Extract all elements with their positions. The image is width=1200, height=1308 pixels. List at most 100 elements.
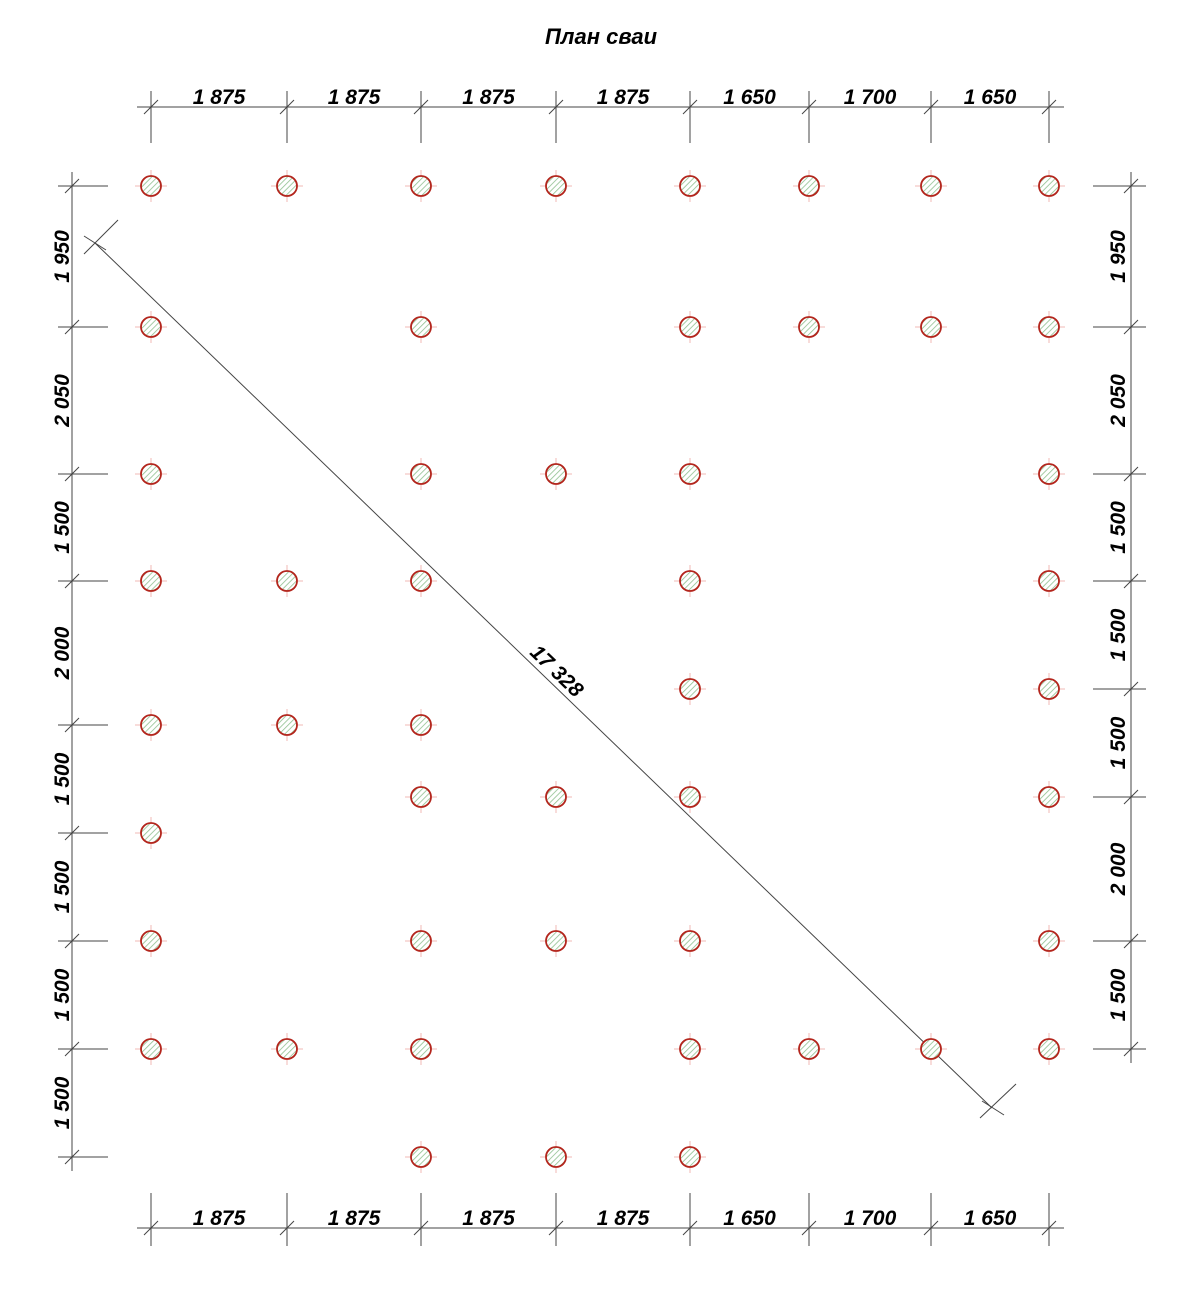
pile	[135, 311, 167, 343]
pile-circle	[1038, 678, 1060, 700]
right-tick	[1123, 1041, 1139, 1057]
right-tick	[1123, 319, 1139, 335]
left-dimension-label: 1 500	[51, 752, 74, 805]
pile	[793, 1033, 825, 1065]
pile	[135, 709, 167, 741]
pile-circle	[276, 1038, 298, 1060]
diagonal-tick-start-2	[83, 235, 107, 251]
right-tick	[1123, 573, 1139, 589]
pile	[1033, 925, 1065, 957]
pile	[540, 781, 572, 813]
pile	[674, 673, 706, 705]
bottom-dimension-label: 1 875	[328, 1207, 381, 1230]
left-dimension-label: 1 500	[51, 1076, 74, 1129]
pile-circle	[140, 1038, 162, 1060]
diagonal-tick-end	[979, 1083, 1017, 1119]
pile	[405, 781, 437, 813]
pile-circle	[920, 175, 942, 197]
diagonal-line	[94, 242, 993, 1109]
pile-circle	[410, 786, 432, 808]
left-tick	[64, 717, 80, 733]
pile-circle	[276, 570, 298, 592]
pile	[674, 170, 706, 202]
pile	[135, 817, 167, 849]
top-dimension-label: 1 875	[193, 86, 246, 109]
pile	[1033, 170, 1065, 202]
pile	[674, 458, 706, 490]
pile-circle	[798, 175, 820, 197]
top-tick	[923, 99, 939, 115]
pile-circle	[679, 316, 701, 338]
pile	[674, 1033, 706, 1065]
left-dimension-chain: 1 950 2 050 1 500 2 000 1 500 1 500 1 500 1 500	[51, 172, 108, 1171]
pile	[674, 925, 706, 957]
left-tick	[64, 573, 80, 589]
right-dimension-label: 1 500	[1107, 716, 1130, 769]
right-tick	[1123, 933, 1139, 949]
pile-circle	[1038, 930, 1060, 952]
diagonal-dimension: 17 328	[83, 219, 1017, 1119]
pile-circle	[140, 570, 162, 592]
pile-circle	[545, 463, 567, 485]
pile	[271, 170, 303, 202]
left-tick	[64, 319, 80, 335]
bottom-dimension-label: 1 875	[462, 1207, 515, 1230]
pile	[1033, 781, 1065, 813]
right-dimension-chain: 1 950 2 050 1 500 1 500 1 500 2 000 1 500	[1093, 172, 1146, 1063]
pile-circle	[679, 463, 701, 485]
pile-circle	[545, 175, 567, 197]
pile	[135, 1033, 167, 1065]
right-dimension-label: 1 500	[1107, 608, 1130, 661]
pile-circle	[140, 463, 162, 485]
diagonal-tick-end-2	[981, 1100, 1005, 1116]
pile-circle	[679, 570, 701, 592]
bottom-dimension-label: 1 700	[844, 1207, 897, 1230]
pile-circle	[1038, 570, 1060, 592]
top-dimension-label: 1 875	[597, 86, 650, 109]
pile-circle	[679, 175, 701, 197]
top-tick	[279, 99, 295, 115]
pile-circle	[410, 1038, 432, 1060]
pile	[915, 311, 947, 343]
pile-circle	[679, 1038, 701, 1060]
left-tick	[64, 1149, 80, 1165]
pile-circle	[920, 1038, 942, 1060]
pile	[540, 1141, 572, 1173]
pile	[540, 925, 572, 957]
pile-circle	[1038, 316, 1060, 338]
pile-circle	[276, 714, 298, 736]
left-tick	[64, 466, 80, 482]
pile-circle	[1038, 175, 1060, 197]
pile-circle	[140, 822, 162, 844]
left-tick	[64, 825, 80, 841]
pile	[1033, 673, 1065, 705]
pile	[405, 1141, 437, 1173]
right-tick	[1123, 466, 1139, 482]
top-dimension-label: 1 650	[723, 86, 776, 109]
pile-circle	[679, 786, 701, 808]
top-tick	[801, 99, 817, 115]
pile-circle	[1038, 463, 1060, 485]
pile	[540, 458, 572, 490]
bottom-tick	[923, 1220, 939, 1236]
pile-circle	[545, 930, 567, 952]
bottom-tick	[143, 1220, 159, 1236]
pile	[1033, 311, 1065, 343]
pile-circle	[410, 1146, 432, 1168]
pile	[1033, 565, 1065, 597]
pile-circle	[140, 930, 162, 952]
right-tick	[1123, 789, 1139, 805]
left-tick	[64, 933, 80, 949]
left-tick	[64, 1041, 80, 1057]
pile	[1033, 1033, 1065, 1065]
top-tick	[1041, 99, 1057, 115]
top-dimension-label: 1 875	[328, 86, 381, 109]
bottom-tick	[279, 1220, 295, 1236]
top-dimension-label: 1 875	[462, 86, 515, 109]
pile	[405, 458, 437, 490]
pile	[135, 170, 167, 202]
right-dimension-label: 1 500	[1107, 501, 1130, 554]
pile	[405, 311, 437, 343]
diagonal-label: 17 328	[525, 641, 587, 702]
